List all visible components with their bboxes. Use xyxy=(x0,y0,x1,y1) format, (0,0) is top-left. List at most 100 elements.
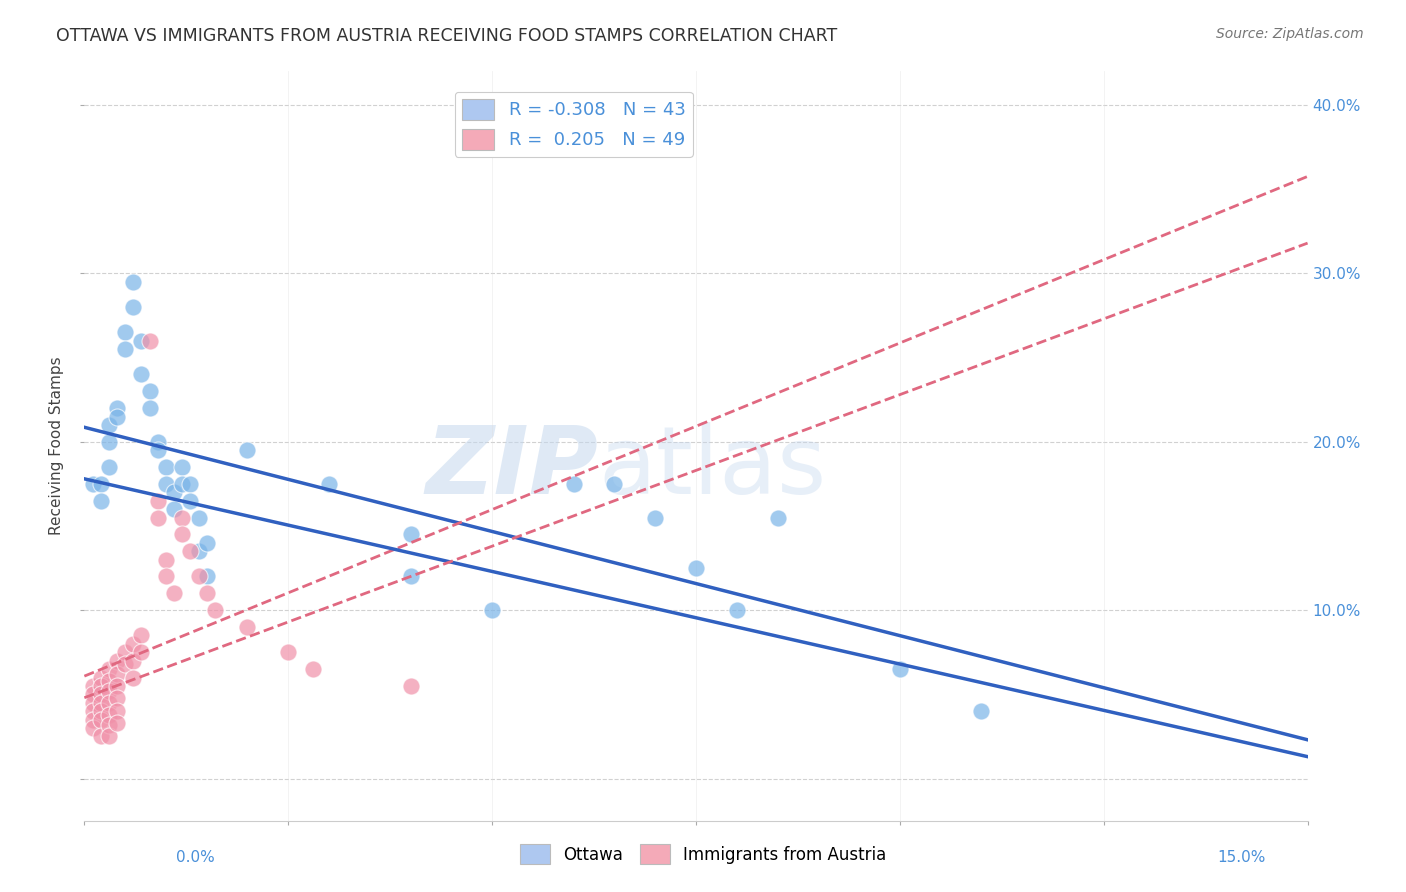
Point xyxy=(131,368,153,382)
Point xyxy=(236,443,259,458)
Point xyxy=(195,536,218,550)
Point xyxy=(399,527,422,541)
Text: 0.0%: 0.0% xyxy=(176,850,215,865)
Point xyxy=(105,409,128,424)
Point xyxy=(97,730,120,744)
Point xyxy=(889,662,911,676)
Point xyxy=(399,679,422,693)
Point xyxy=(644,510,666,524)
Point xyxy=(97,707,120,722)
Point xyxy=(122,300,145,314)
Point xyxy=(562,476,585,491)
Point xyxy=(90,704,112,718)
Point xyxy=(90,713,112,727)
Point xyxy=(131,628,153,642)
Point xyxy=(82,679,104,693)
Point xyxy=(122,275,145,289)
Point xyxy=(146,493,169,508)
Point xyxy=(105,667,128,681)
Point xyxy=(179,493,201,508)
Point xyxy=(105,679,128,693)
Point xyxy=(90,696,112,710)
Point xyxy=(114,326,136,340)
Point xyxy=(399,569,422,583)
Point xyxy=(82,713,104,727)
Point xyxy=(155,476,177,491)
Point xyxy=(195,569,218,583)
Text: atlas: atlas xyxy=(598,423,827,515)
Point xyxy=(236,620,259,634)
Point xyxy=(97,417,120,432)
Point xyxy=(481,603,503,617)
Point xyxy=(146,434,169,449)
Point xyxy=(97,696,120,710)
Point xyxy=(204,603,226,617)
Point xyxy=(97,662,120,676)
Point xyxy=(97,460,120,475)
Point xyxy=(122,671,145,685)
Point xyxy=(82,704,104,718)
Point xyxy=(172,460,194,475)
Point xyxy=(163,502,186,516)
Point xyxy=(90,679,112,693)
Point xyxy=(82,476,104,491)
Text: ZIP: ZIP xyxy=(425,423,598,515)
Point xyxy=(766,510,789,524)
Point xyxy=(187,510,209,524)
Point xyxy=(90,730,112,744)
Point xyxy=(105,401,128,416)
Point xyxy=(138,401,160,416)
Legend: R = -0.308   N = 43, R =  0.205   N = 49: R = -0.308 N = 43, R = 0.205 N = 49 xyxy=(454,92,693,157)
Point xyxy=(146,443,169,458)
Point xyxy=(105,704,128,718)
Point xyxy=(114,342,136,356)
Point xyxy=(97,684,120,698)
Y-axis label: Receiving Food Stamps: Receiving Food Stamps xyxy=(49,357,65,535)
Text: 15.0%: 15.0% xyxy=(1218,850,1265,865)
Point xyxy=(90,671,112,685)
Point xyxy=(90,476,112,491)
Point xyxy=(155,552,177,566)
Point xyxy=(318,476,340,491)
Point xyxy=(187,544,209,558)
Point xyxy=(82,696,104,710)
Point xyxy=(603,476,626,491)
Point xyxy=(187,569,209,583)
Point xyxy=(155,569,177,583)
Text: Source: ZipAtlas.com: Source: ZipAtlas.com xyxy=(1216,27,1364,41)
Point xyxy=(105,690,128,705)
Point xyxy=(277,645,299,659)
Point xyxy=(105,716,128,731)
Point xyxy=(163,485,186,500)
Point xyxy=(105,654,128,668)
Point xyxy=(90,493,112,508)
Point xyxy=(163,586,186,600)
Point xyxy=(172,510,194,524)
Point xyxy=(172,527,194,541)
Point xyxy=(725,603,748,617)
Point xyxy=(114,657,136,671)
Point xyxy=(138,384,160,399)
Point xyxy=(131,334,153,348)
Point xyxy=(179,476,201,491)
Point xyxy=(195,586,218,600)
Point xyxy=(97,434,120,449)
Legend: Ottawa, Immigrants from Austria: Ottawa, Immigrants from Austria xyxy=(513,838,893,871)
Point xyxy=(146,510,169,524)
Point xyxy=(131,645,153,659)
Point xyxy=(970,704,993,718)
Point xyxy=(685,561,707,575)
Point xyxy=(138,334,160,348)
Point xyxy=(301,662,323,676)
Point xyxy=(90,687,112,701)
Point xyxy=(172,476,194,491)
Point xyxy=(122,654,145,668)
Point xyxy=(82,721,104,735)
Text: OTTAWA VS IMMIGRANTS FROM AUSTRIA RECEIVING FOOD STAMPS CORRELATION CHART: OTTAWA VS IMMIGRANTS FROM AUSTRIA RECEIV… xyxy=(56,27,838,45)
Point xyxy=(179,544,201,558)
Point xyxy=(82,687,104,701)
Point xyxy=(155,460,177,475)
Point xyxy=(97,717,120,731)
Point xyxy=(122,637,145,651)
Point xyxy=(114,645,136,659)
